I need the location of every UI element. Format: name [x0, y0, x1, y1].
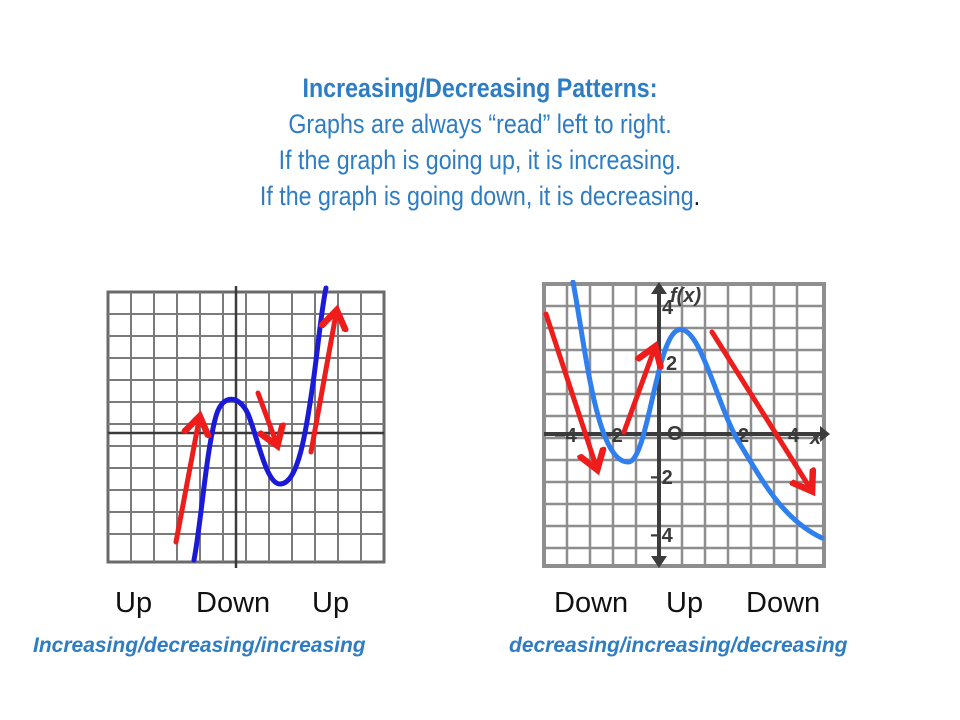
rule-line-2: If the graph is going up, it is increasi… [278, 145, 682, 175]
left-summary: Increasing/decreasing/increasing [33, 634, 366, 657]
left-graph-svg [106, 285, 386, 568]
right-trend-arrows [543, 311, 810, 488]
right-function-curve [570, 280, 825, 541]
y-tick-neg4: −4 [650, 525, 674, 547]
x-axis-label: x [809, 427, 822, 449]
right-summary: decreasing/increasing/decreasing [509, 634, 848, 657]
left-direction-words: Up Down Up [0, 587, 480, 627]
right-word-3: Down [746, 587, 821, 619]
origin-label: O [667, 423, 683, 445]
right-graph-svg: f(x) x O −4 −2 2 4 4 2 −2 −4 [542, 280, 830, 568]
rule-line-3-period: . [693, 181, 701, 211]
right-word-2: Up [666, 587, 704, 619]
right-word-1: Down [554, 587, 629, 619]
left-cubic-graph [100, 284, 400, 574]
left-word-3: Up [312, 587, 350, 619]
right-down-arrow-2 [709, 329, 810, 488]
left-cubic-curve [191, 285, 329, 563]
right-down-arrow-1 [543, 311, 596, 466]
page-heading: Increasing/Decreasing Patterns: [302, 73, 658, 103]
left-up-arrow-2 [308, 314, 336, 455]
left-word-2: Down [196, 587, 271, 619]
x-tick-2: 2 [738, 425, 749, 447]
fx-label: f(x) [670, 285, 701, 307]
right-function-graph: f(x) x O −4 −2 2 4 4 2 −2 −4 [540, 280, 830, 570]
left-up-arrow-1 [173, 420, 199, 545]
left-word-1: Up [115, 587, 153, 619]
x-tick-neg4: −4 [554, 425, 578, 447]
y-tick-neg2: −2 [650, 467, 673, 489]
right-direction-words: Down Up Down [480, 587, 960, 627]
rule-line-3-text: If the graph is going down, it is decrea… [259, 181, 694, 211]
right-up-arrow [621, 350, 654, 435]
rule-line-1: Graphs are always “read” left to right. [288, 109, 672, 139]
left-down-arrow [255, 390, 276, 442]
left-trend-arrows [173, 314, 336, 545]
x-tick-4: 4 [788, 425, 800, 447]
rule-line-3: If the graph is going down, it is decrea… [67, 178, 893, 214]
title-block: Increasing/Decreasing Patterns: Graphs a… [67, 70, 893, 214]
y-tick-2: 2 [666, 353, 677, 375]
left-grid [106, 286, 386, 568]
y-tick-4: 4 [662, 297, 674, 319]
